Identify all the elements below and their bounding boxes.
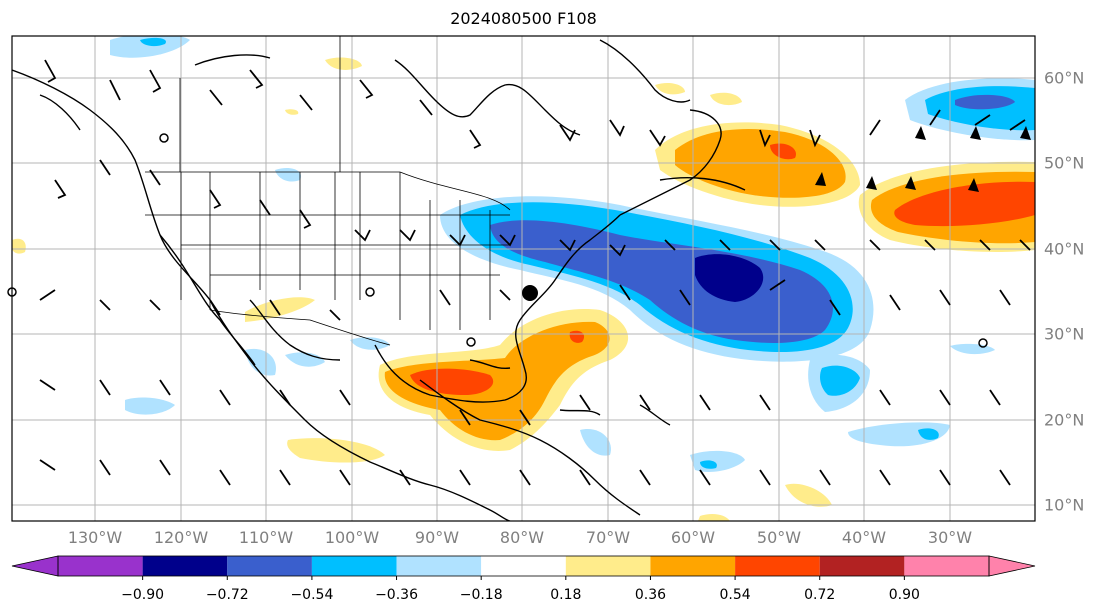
colorbar-tick-label: 0.90: [888, 587, 920, 603]
colorbar-extend-low: [11, 555, 59, 577]
calm-wind-circles: [7, 133, 988, 348]
colorbar-segment: [311, 556, 397, 576]
colorbar-tick-label: 0.72: [804, 587, 836, 603]
colorbar-tick-label: −0.72: [205, 587, 249, 603]
lon-label: 70°W: [585, 528, 631, 547]
pos-anomaly-small: [655, 82, 685, 95]
colorbar-segment: [58, 556, 143, 576]
colorbar-segment: [227, 556, 312, 576]
colorbar-segment: [650, 556, 736, 576]
lon-label: 110°W: [238, 528, 294, 547]
colorbar-segment: [819, 556, 905, 576]
pos-anomaly-small: [710, 92, 742, 106]
pos-anomaly-small: [698, 513, 730, 521]
colorbar-segment: [481, 556, 566, 576]
lat-label: 50°N: [1044, 153, 1085, 173]
neg-anomaly-small: [580, 429, 611, 456]
lat-label: 60°N: [1044, 68, 1085, 88]
lon-label: 100°W: [324, 528, 380, 547]
colorbar-segment: [565, 556, 651, 576]
pos-anomaly-north-atlantic-core: [770, 143, 796, 160]
wind-barb-flags: [815, 126, 1031, 192]
lon-label: 40°W: [841, 528, 887, 547]
neg-anomaly-small: [110, 36, 190, 58]
neg-anomaly-small: [918, 428, 939, 440]
lon-label: 60°W: [670, 528, 716, 547]
colorbar-segment: [904, 556, 989, 576]
pos-anomaly-small: [287, 438, 385, 463]
lat-label: 20°N: [1044, 410, 1085, 430]
neg-anomaly-small: [700, 460, 717, 469]
pos-anomaly-small: [325, 57, 362, 70]
map-title: 2024080500 F108: [450, 9, 597, 28]
colorbar-tick-label: −0.18: [459, 587, 503, 603]
political-borders: [145, 36, 511, 346]
colorbar-extend-high: [988, 555, 1036, 577]
map-frame: [11, 35, 1036, 522]
colorbar-tick-label: −0.54: [290, 587, 334, 603]
neg-anomaly-small: [848, 422, 950, 447]
colorbar-segment: [735, 556, 820, 576]
lon-label: 50°W: [756, 528, 802, 547]
lat-label: 10°N: [1044, 495, 1085, 515]
neg-anomaly-core: [695, 254, 764, 302]
map-background: [12, 36, 1035, 521]
lat-label: 30°N: [1044, 324, 1085, 344]
colorbar-frame: [57, 555, 990, 577]
pos-anomaly-small: [785, 483, 832, 507]
coastlines: [12, 39, 746, 521]
storm-center-marker: [522, 285, 538, 301]
neg-anomaly-small: [275, 168, 301, 182]
wind-barbs: [39, 59, 1031, 486]
neg-anomaly-small: [125, 397, 175, 415]
lat-label: 40°N: [1044, 239, 1085, 259]
lon-label: 130°W: [67, 528, 123, 547]
pos-anomaly-small: [285, 109, 299, 115]
lon-label: 80°W: [499, 528, 545, 547]
lon-label: 120°W: [153, 528, 209, 547]
neg-anomaly-small: [820, 365, 860, 396]
colorbar: [11, 555, 1036, 580]
pos-anomaly-gulf: [384, 321, 610, 441]
lon-label: 90°W: [414, 528, 460, 547]
colorbar-tick-label: 0.18: [550, 587, 582, 603]
colorbar-tick-label: 0.54: [719, 587, 751, 603]
colorbar-tick-label: −0.36: [375, 587, 418, 603]
colorbar-tick-label: −0.90: [121, 587, 165, 603]
neg-anomaly-atlantic: [490, 220, 833, 343]
pos-anomaly-small: [12, 238, 26, 254]
neg-anomaly-small: [350, 337, 390, 350]
neg-anomaly-small: [245, 348, 276, 376]
colorbar-segment: [396, 556, 482, 576]
lon-label: 30°W: [927, 528, 973, 547]
pos-anomaly-east-atlantic-core: [894, 181, 1035, 227]
neg-anomaly-northeast-core: [955, 94, 1015, 110]
graticule: [12, 36, 1035, 521]
colorbar-tick-label: 0.36: [634, 587, 667, 603]
neg-anomaly-small: [140, 37, 166, 47]
colorbar-segment: [142, 556, 228, 576]
